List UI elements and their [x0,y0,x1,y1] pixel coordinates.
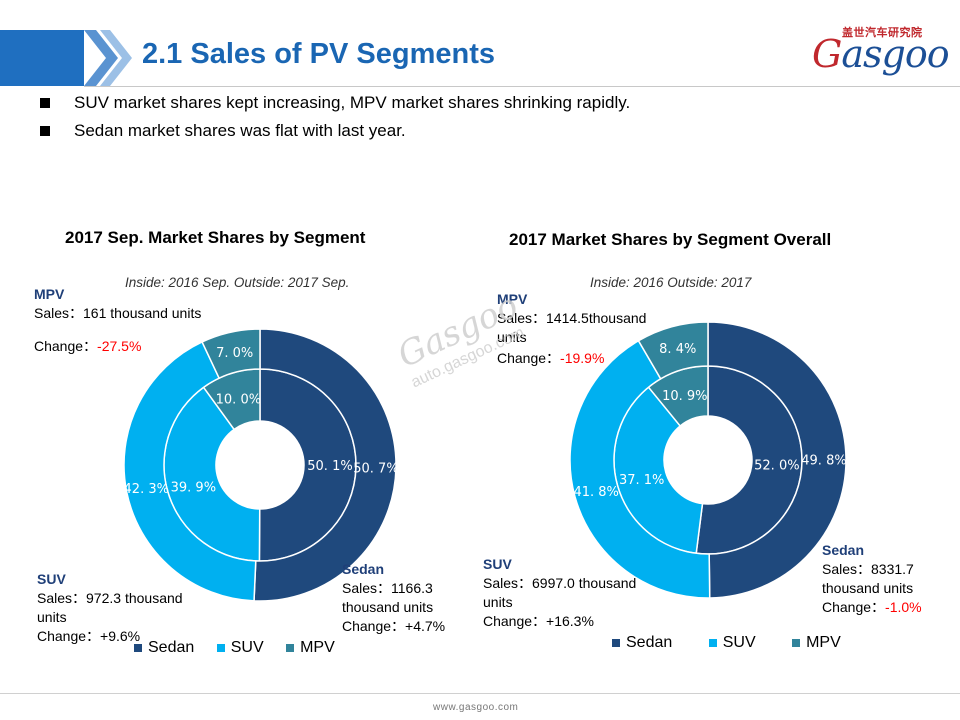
sedan-annotation: Sedan Sales：8331.7 thousand units Change… [822,541,922,617]
legend-swatch-mpv [286,643,295,652]
donut-label-outside-suv: 42. 3% [124,482,169,497]
annotation-sales-cont: thousand units [342,599,434,615]
annotation-change-prefix: Change： [483,613,547,629]
annotation-sales: Sales：1166.3 [342,580,433,596]
bullet-text: SUV market shares kept increasing, MPV m… [74,93,631,112]
donut-label-inside-mpv: 10. 9% [662,389,707,404]
annotation-change: Change：+16.3% [483,612,636,631]
legend-label: MPV [806,634,841,651]
annotation-sales-cont: thousand units [822,580,914,596]
annotation-name: Sedan [822,542,865,558]
square-bullet-icon [40,98,50,108]
logo-chinese-text: 盖世汽车研究院 [842,27,923,39]
annotation-sales: Sales：972.3 thousand [37,590,183,606]
annotation-name: Sedan [342,561,385,577]
sedan-annotation: Sedan Sales：1166.3 thousand units Change… [342,560,445,636]
legend-item-mpv: MPV [792,634,841,652]
annotation-change-prefix: Change： [822,599,886,615]
header-divider [84,86,960,87]
square-bullet-icon [40,126,50,136]
legend-swatch-mpv [792,638,801,647]
annotation-change: Change：-1.0% [822,598,922,617]
legend-item-suv: SUV [216,639,264,657]
legend-swatch-sedan [612,638,620,647]
donut-slice-outside-mpv [637,321,709,380]
annotation-sales: Sales：6997.0 thousand [483,575,637,591]
watermark: Gasgoo auto.gasgoo.com [392,286,532,392]
annotation-name: MPV [34,286,65,302]
donut-chart: 50. 1% 39. 9% 10. 0% 50. 7% 42. 3% 7. 0% [123,328,399,602]
annotation-sales: Sales：161 thousand units [34,305,202,321]
donut-slice-outside-sedan [707,321,847,599]
gasgoo-logo: Gasgoo [812,32,950,76]
legend-item-sedan: Sedan [612,634,672,652]
annotation-change-prefix: Change： [37,628,101,644]
annotation-change-value: -1.0% [885,599,922,615]
chart-title: 2017 Market Shares by Segment Overall [509,230,832,249]
donut-slice-outside-suv [123,340,257,602]
annotation-change: Change：+9.6% [37,627,183,646]
legend-item-suv: SUV [708,634,756,652]
mpv-annotation: MPV Sales：161 thousand units Change：-27.… [34,285,201,356]
header-bar [0,30,84,86]
suv-annotation: SUV Sales：6997.0 thousand units Change：+… [483,555,636,631]
chart-legend: Sedan SUV MPV [134,639,353,657]
annotation-change-value: -19.9% [560,350,605,366]
footer-divider [0,693,960,694]
legend-label: Sedan [626,634,673,651]
donut-chart: 52. 0% 37. 1% 10. 9% 49. 8% 41. 8% 8. 4% [569,321,847,599]
annotation-name: MPV [497,291,528,307]
legend-label: MPV [300,639,335,656]
annotation-change: Change：-19.9% [497,349,646,368]
mpv-annotation: MPV Sales：1414.5thousand units Change：-1… [497,290,646,368]
annotation-change-value: -27.5% [97,338,142,354]
annotation-sales: Sales：1414.5thousand [497,310,647,326]
annotation-change-value: +4.7% [405,618,446,634]
annotation-name: SUV [37,571,66,587]
annotation-sales-cont: units [37,609,67,625]
legend-swatch-suv [708,638,717,647]
annotation-name: SUV [483,556,512,572]
chart-subtitle: Inside: 2016 Outside: 2017 [590,275,752,290]
annotation-change: Change：+4.7% [342,617,445,636]
donut-label-inside-mpv: 10. 0% [216,392,261,407]
annotation-change-value: +9.6% [100,628,141,644]
annotation-sales-cont: units [497,329,527,345]
legend-item-sedan: Sedan [134,639,194,657]
header-chevrons [84,30,132,86]
donut-label-inside-sedan: 52. 0% [754,458,799,473]
footer-url: www.gasgoo.com [433,702,519,713]
donut-label-outside-sedan: 50. 7% [353,462,398,477]
legend-swatch-sedan [134,643,142,652]
page-title: 2.1 Sales of PV Segments [142,38,495,70]
donut-label-outside-sedan: 49. 8% [801,453,846,468]
donut-label-outside-mpv: 8. 4% [659,342,696,357]
donut-label-outside-mpv: 7. 0% [216,346,253,361]
chart-legend: Sedan SUV MPV [612,634,859,652]
chart-subtitle: Inside: 2016 Sep. Outside: 2017 Sep. [125,275,350,290]
annotation-change-prefix: Change： [497,350,561,366]
bullet-text: Sedan market shares was flat with last y… [74,121,406,140]
legend-item-mpv: MPV [286,639,335,657]
donut-label-inside-sedan: 50. 1% [307,459,352,474]
annotation-sales-cont: units [483,594,513,610]
donut-label-outside-suv: 41. 8% [573,485,618,500]
donut-label-inside-suv: 39. 9% [171,480,216,495]
legend-label: SUV [230,639,264,656]
suv-annotation: SUV Sales：972.3 thousand units Change：+9… [37,570,183,646]
donut-slice-outside-suv [569,339,711,599]
annotation-change-value: +16.3% [546,613,594,629]
annotation-sales: Sales：8331.7 [822,561,914,577]
annotation-change-prefix: Change： [34,338,98,354]
donut-label-inside-suv: 37. 1% [619,473,664,488]
donut-slice-outside-mpv [201,328,261,380]
chart-title: 2017 Sep. Market Shares by Segment [65,228,366,247]
annotation-change-prefix: Change： [342,618,406,634]
legend-label: SUV [722,634,756,651]
annotation-change: Change：-27.5% [34,337,201,356]
donut-slice-outside-sedan [253,328,397,602]
legend-swatch-suv [216,643,225,652]
legend-label: Sedan [148,639,195,656]
